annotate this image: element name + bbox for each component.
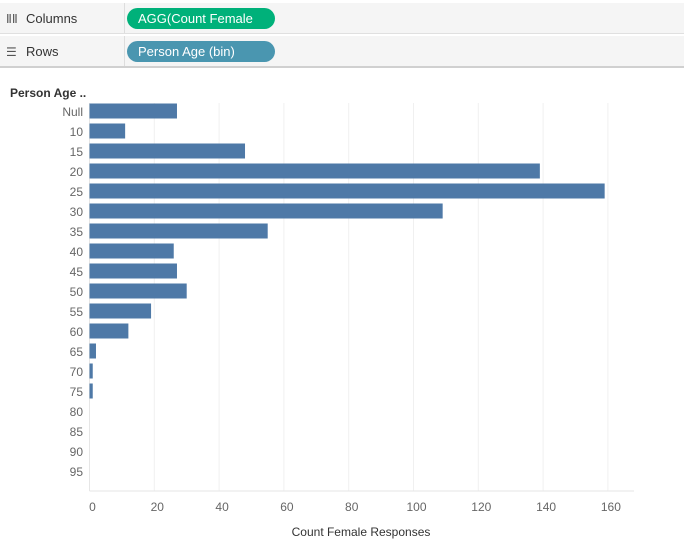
bar-chart: 0 20 40 60 80 100 120 140 160 Person Age .. Null 10…	[10, 86, 634, 539]
x-tick-label: 40	[215, 500, 229, 514]
x-tick-label: 20	[151, 500, 165, 514]
y-tick-label: 70	[70, 365, 84, 379]
bar	[89, 383, 93, 399]
y-tick-label: Null	[62, 105, 83, 119]
y-tick-label: 55	[70, 305, 84, 319]
y-tick-label: 30	[70, 205, 84, 219]
columns-label: ⅡⅡ Columns	[6, 11, 78, 26]
bar	[89, 123, 126, 139]
bar	[89, 363, 93, 379]
bar	[89, 223, 268, 239]
bar	[89, 183, 605, 199]
x-tick-label: 140	[536, 500, 556, 514]
x-tick-label: 100	[406, 500, 426, 514]
y-tick-label: 35	[70, 225, 84, 239]
y-tick-label: 75	[70, 385, 84, 399]
y-tick-label: 15	[70, 145, 84, 159]
y-tick-label: 20	[70, 165, 84, 179]
y-tick-label: 40	[70, 245, 84, 259]
rows-label: ☰ Rows	[6, 44, 59, 59]
bar	[89, 323, 129, 339]
y-tick-label: 85	[70, 425, 84, 439]
x-tick-label: 160	[601, 500, 621, 514]
x-tick-label: 0	[89, 500, 96, 514]
row-header: Person Age ..	[10, 86, 86, 100]
y-tick-label: 50	[70, 285, 84, 299]
y-tick-label: 25	[70, 185, 84, 199]
x-tick-label: 60	[280, 500, 294, 514]
y-tick-label: 80	[70, 405, 84, 419]
x-axis-title: Count Female Responses	[292, 525, 431, 539]
bar	[89, 243, 174, 259]
y-tick-label: 45	[70, 265, 84, 279]
bar	[89, 103, 177, 119]
bar	[89, 303, 152, 319]
y-tick-label: 65	[70, 345, 84, 359]
x-tick-label: 120	[471, 500, 491, 514]
bar	[89, 283, 187, 299]
columns-icon: ⅡⅡ	[6, 12, 18, 26]
y-tick-label: 90	[70, 445, 84, 459]
bar	[89, 343, 96, 359]
rows-icon: ☰	[6, 45, 17, 59]
bar	[89, 263, 177, 279]
y-tick-label: 95	[70, 465, 84, 479]
bar	[89, 163, 540, 179]
y-tick-label: 10	[70, 125, 84, 139]
columns-pill[interactable]: AGG(Count Female R..	[127, 8, 275, 47]
rows-pill[interactable]: Person Age (bin)	[127, 41, 275, 62]
x-tick-label: 80	[345, 500, 359, 514]
bar	[89, 143, 246, 159]
rows-shelf: ☰ Rows Person Age (bin)	[0, 36, 684, 68]
bar	[89, 203, 443, 219]
y-tick-label: 60	[70, 325, 84, 339]
